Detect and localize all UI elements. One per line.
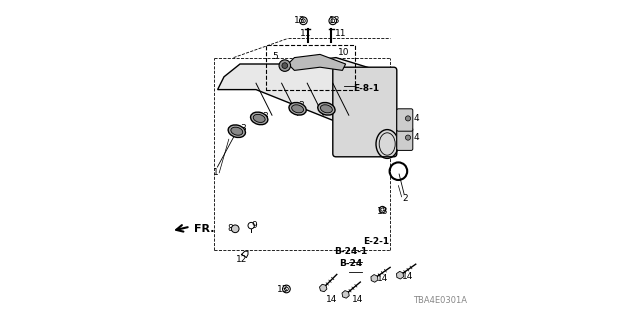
FancyBboxPatch shape	[333, 67, 397, 157]
Text: 4: 4	[413, 114, 419, 123]
Ellipse shape	[228, 125, 246, 138]
Text: 10: 10	[339, 48, 349, 57]
Polygon shape	[371, 275, 378, 282]
Text: 2: 2	[402, 194, 408, 203]
Circle shape	[232, 225, 239, 233]
Circle shape	[282, 63, 288, 68]
Text: 3: 3	[327, 104, 332, 113]
Text: 14: 14	[352, 295, 363, 304]
Polygon shape	[288, 54, 346, 70]
Text: E-8-1: E-8-1	[353, 84, 380, 92]
Text: 14: 14	[326, 295, 337, 304]
Text: 6: 6	[308, 61, 313, 70]
Ellipse shape	[292, 105, 303, 113]
Text: 3: 3	[263, 112, 268, 121]
Text: 13: 13	[330, 16, 340, 25]
Text: 8: 8	[228, 224, 233, 233]
Text: FR.: FR.	[193, 224, 214, 234]
Circle shape	[406, 116, 411, 121]
Circle shape	[406, 135, 411, 140]
Text: 9: 9	[252, 221, 257, 230]
Text: 14: 14	[377, 274, 388, 283]
Text: E-2-1: E-2-1	[363, 237, 389, 246]
FancyBboxPatch shape	[397, 109, 413, 131]
Text: 4: 4	[413, 133, 419, 142]
Polygon shape	[342, 291, 349, 298]
Text: B-24: B-24	[339, 260, 362, 268]
Text: 1: 1	[213, 168, 219, 177]
Text: TBA4E0301A: TBA4E0301A	[413, 296, 467, 305]
Text: 14: 14	[403, 272, 413, 281]
Text: 5: 5	[273, 52, 278, 60]
Polygon shape	[319, 284, 327, 292]
Text: 11: 11	[335, 29, 346, 38]
Circle shape	[279, 60, 291, 71]
Text: 3: 3	[298, 101, 303, 110]
Text: 3: 3	[241, 124, 246, 132]
Text: 13: 13	[294, 16, 305, 25]
Ellipse shape	[317, 102, 335, 115]
Text: B-24-1: B-24-1	[334, 247, 367, 256]
Ellipse shape	[250, 112, 268, 125]
Polygon shape	[218, 58, 390, 154]
FancyBboxPatch shape	[397, 128, 413, 150]
Polygon shape	[397, 271, 403, 279]
Text: 13: 13	[278, 285, 289, 294]
Text: 7: 7	[298, 61, 303, 70]
Ellipse shape	[321, 105, 332, 113]
Bar	[266, 45, 355, 90]
Ellipse shape	[253, 114, 265, 123]
Ellipse shape	[231, 127, 243, 135]
Text: 13: 13	[377, 207, 388, 216]
Text: 12: 12	[236, 255, 247, 264]
Text: 11: 11	[300, 29, 311, 38]
Ellipse shape	[289, 102, 307, 115]
